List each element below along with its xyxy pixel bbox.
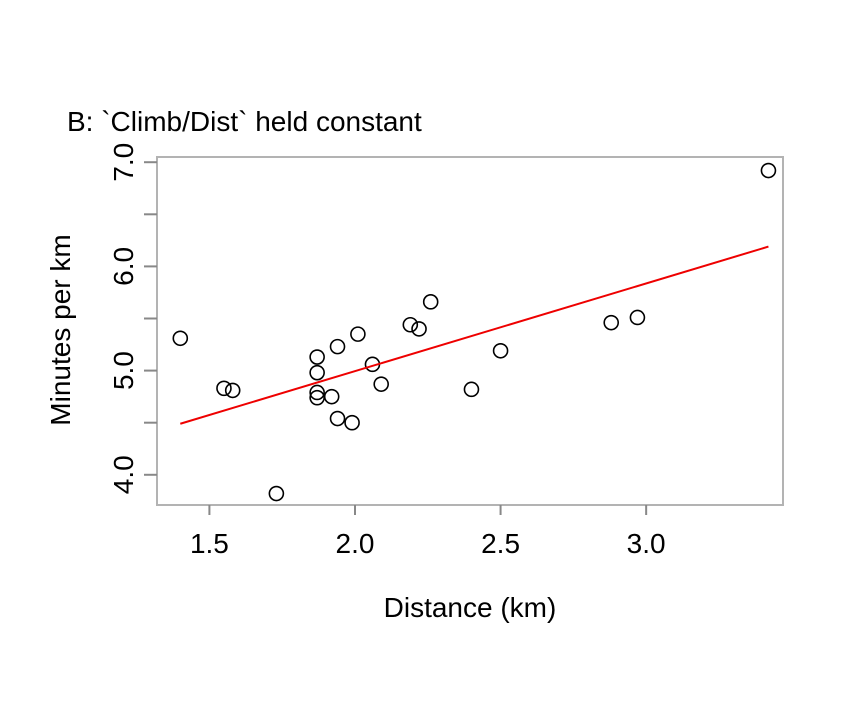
data-point (216, 380, 232, 397)
x-tick-label: 2.0 (336, 528, 375, 559)
data-point (463, 381, 480, 398)
data-point (309, 364, 325, 381)
y-tick-label: 7.0 (108, 143, 139, 182)
data-point (603, 314, 620, 331)
regression-line (180, 245, 769, 425)
plot-frame (156, 156, 784, 506)
x-tick-label: 2.5 (481, 528, 520, 559)
data-point (224, 382, 241, 399)
y-tick-label: 4.0 (108, 455, 139, 494)
data-point (629, 309, 646, 326)
data-points (172, 162, 777, 502)
x-axis-label: Distance (km) (384, 592, 557, 623)
data-point (411, 321, 427, 337)
data-point (344, 414, 360, 431)
data-point (329, 338, 346, 355)
x-tick-label: 3.0 (627, 528, 666, 559)
data-point (309, 384, 325, 401)
x-tick-label: 1.5 (190, 528, 229, 559)
data-point (373, 376, 389, 392)
axis-ticks: 1.5 2.0 2.5 3.0 4.0 5.0 6.0 7.0 (108, 143, 666, 559)
data-point (402, 316, 419, 333)
regression-line-layer (180, 245, 769, 425)
y-tick-label: 6.0 (108, 247, 139, 286)
data-point (323, 388, 340, 405)
data-point (268, 485, 285, 502)
data-point (329, 410, 346, 427)
data-point (350, 326, 366, 342)
data-point (422, 294, 439, 310)
y-axis-label: Minutes per km (45, 234, 76, 425)
data-point (309, 349, 325, 365)
data-point (172, 330, 189, 347)
data-point (760, 162, 777, 179)
data-point (492, 342, 509, 359)
y-tick-label: 5.0 (108, 351, 139, 390)
chart-title: B: `Climb/Dist` held constant (67, 106, 422, 137)
